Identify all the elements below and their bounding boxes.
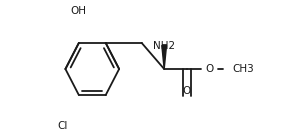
Polygon shape: [162, 45, 167, 69]
Text: OH: OH: [71, 6, 87, 16]
Text: O: O: [205, 64, 213, 74]
Text: O: O: [183, 86, 191, 96]
Text: CH3: CH3: [232, 64, 254, 74]
Text: Cl: Cl: [57, 121, 68, 131]
Text: NH2: NH2: [153, 41, 175, 51]
